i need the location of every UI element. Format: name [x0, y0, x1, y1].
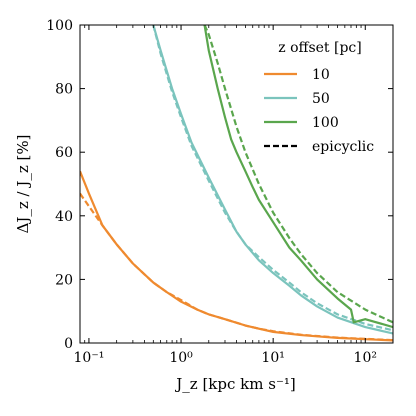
y-tick-label: 0 [64, 336, 73, 352]
x-tick-label: 10¹ [261, 350, 284, 366]
x-tick-label: 10² [354, 350, 377, 366]
legend-label-100: 100 [312, 115, 339, 131]
legend-label-50: 50 [312, 91, 330, 107]
series-line-100 [203, 25, 393, 329]
legend: z offset [pc] 10 50 100 epicyclic [264, 40, 374, 155]
x-tick-label: 10⁰ [169, 350, 193, 366]
series-line-100-epicyclic [203, 25, 393, 324]
legend-title: z offset [pc] [278, 40, 361, 56]
y-axis-label: ΔJ_z / J_z [%] [14, 135, 32, 234]
series-line-10-epicyclic [80, 192, 393, 342]
legend-label-epicyclic: epicyclic [312, 139, 374, 155]
series-line-10 [80, 170, 393, 342]
series-layer [80, 25, 393, 342]
legend-label-10: 10 [312, 67, 330, 83]
series-line-50 [152, 25, 393, 335]
plot-frame [79, 24, 394, 344]
ticks-layer: 10⁻¹ 10⁰ 10¹ 10² 0 20 40 60 80 100 [46, 18, 394, 366]
y-tick-label: 40 [55, 209, 73, 225]
y-tick-label: 80 [55, 82, 73, 98]
x-axis-label: J_z [kpc km s⁻¹] [174, 375, 295, 393]
y-tick-label: 100 [46, 18, 73, 34]
series-line-50-epicyclic [152, 25, 393, 332]
y-tick-label: 20 [55, 272, 73, 288]
y-tick-label: 60 [55, 145, 73, 161]
x-tick-label: 10⁻¹ [74, 350, 105, 366]
